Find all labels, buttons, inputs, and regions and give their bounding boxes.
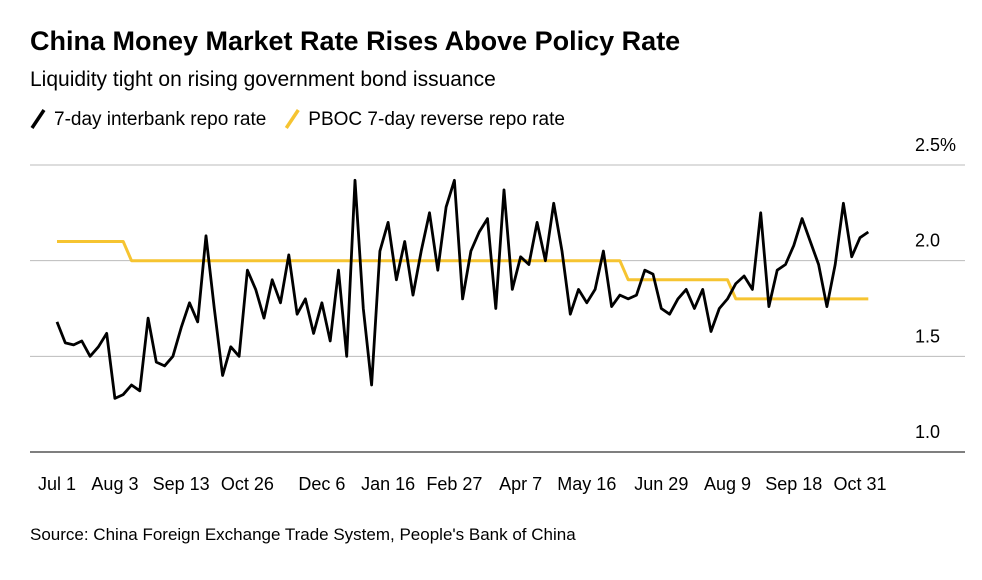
series-line <box>55 178 870 400</box>
x-tick-label: Jul 1 <box>38 474 76 494</box>
x-tick-label: May 16 <box>557 474 616 494</box>
y-tick-label: 1.5 <box>915 326 940 346</box>
y-tick-label: 2.0 <box>915 231 940 251</box>
legend-label: PBOC 7-day reverse repo rate <box>308 109 565 130</box>
x-tick-label: Dec 6 <box>298 474 345 494</box>
x-tick-label: Sep 18 <box>765 474 822 494</box>
x-tick-label: Jun 29 <box>634 474 688 494</box>
legend-label: 7-day interbank repo rate <box>54 109 266 130</box>
x-tick-label: Oct 31 <box>833 474 886 494</box>
x-tick-label: Feb 27 <box>426 474 482 494</box>
legend-swatch <box>284 109 300 129</box>
x-tick-label: Apr 7 <box>499 474 542 494</box>
chart-subtitle: Liquidity tight on rising government bon… <box>30 68 496 91</box>
source-note: Source: China Foreign Exchange Trade Sys… <box>30 525 576 544</box>
y-tick-label: 1.0 <box>915 422 940 442</box>
chart-title: China Money Market Rate Rises Above Poli… <box>30 26 680 56</box>
legend-swatch <box>30 109 46 129</box>
x-tick-label: Jan 16 <box>361 474 415 494</box>
x-tick-label: Aug 3 <box>91 474 138 494</box>
series-line <box>57 240 869 301</box>
x-tick-label: Aug 9 <box>704 474 751 494</box>
y-tick-label: 2.5% <box>915 135 956 155</box>
x-tick-label: Oct 26 <box>221 474 274 494</box>
x-tick-label: Sep 13 <box>153 474 210 494</box>
